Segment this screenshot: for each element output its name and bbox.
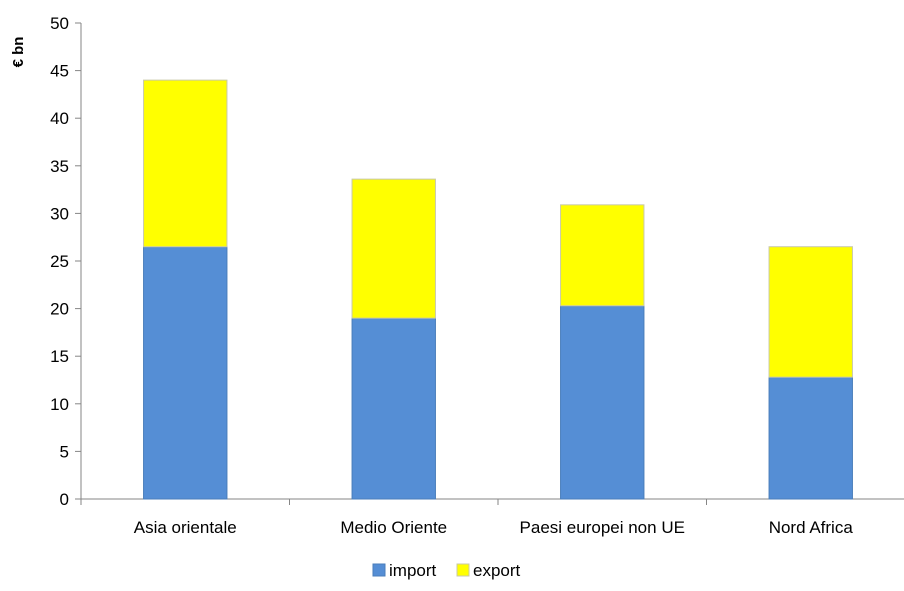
bars xyxy=(143,79,853,500)
bar-import xyxy=(560,305,645,500)
legend-swatch-export xyxy=(456,563,470,577)
x-axis: Asia orientale Medio Oriente Paesi europei… xyxy=(80,498,904,537)
legend: import export xyxy=(372,561,521,580)
bar-export xyxy=(351,178,436,319)
y-tick-label: 25 xyxy=(50,252,69,271)
y-tick-label: 35 xyxy=(50,157,69,176)
x-tick-label: Asia orientale xyxy=(134,518,237,537)
y-tick-label: 20 xyxy=(50,300,69,319)
legend-label-export: export xyxy=(473,561,521,580)
bar-import xyxy=(143,246,228,500)
y-tick-label: 10 xyxy=(50,395,69,414)
legend-label-import: import xyxy=(389,561,437,580)
y-tick-label: 0 xyxy=(60,490,69,509)
y-tick-label: 15 xyxy=(50,347,69,366)
y-tick-label: 30 xyxy=(50,204,69,223)
y-axis-label: € bn xyxy=(10,37,27,68)
y-tick-label: 40 xyxy=(50,109,69,128)
x-tick-label: Nord Africa xyxy=(769,518,854,537)
y-tick-label: 45 xyxy=(50,62,69,81)
bar-import xyxy=(351,317,436,500)
y-axis: 0 5 10 15 20 25 30 35 40 45 50 xyxy=(50,14,82,509)
bar-export xyxy=(560,204,645,307)
x-tick-label: Medio Oriente xyxy=(340,518,447,537)
bar-export xyxy=(768,246,853,378)
legend-swatch-import xyxy=(372,563,386,577)
x-tick-label: Paesi europei non UE xyxy=(520,518,685,537)
y-tick-label: 5 xyxy=(60,442,69,461)
bar-import xyxy=(768,376,853,500)
bar-export xyxy=(143,79,228,248)
y-tick-label: 50 xyxy=(50,14,69,33)
